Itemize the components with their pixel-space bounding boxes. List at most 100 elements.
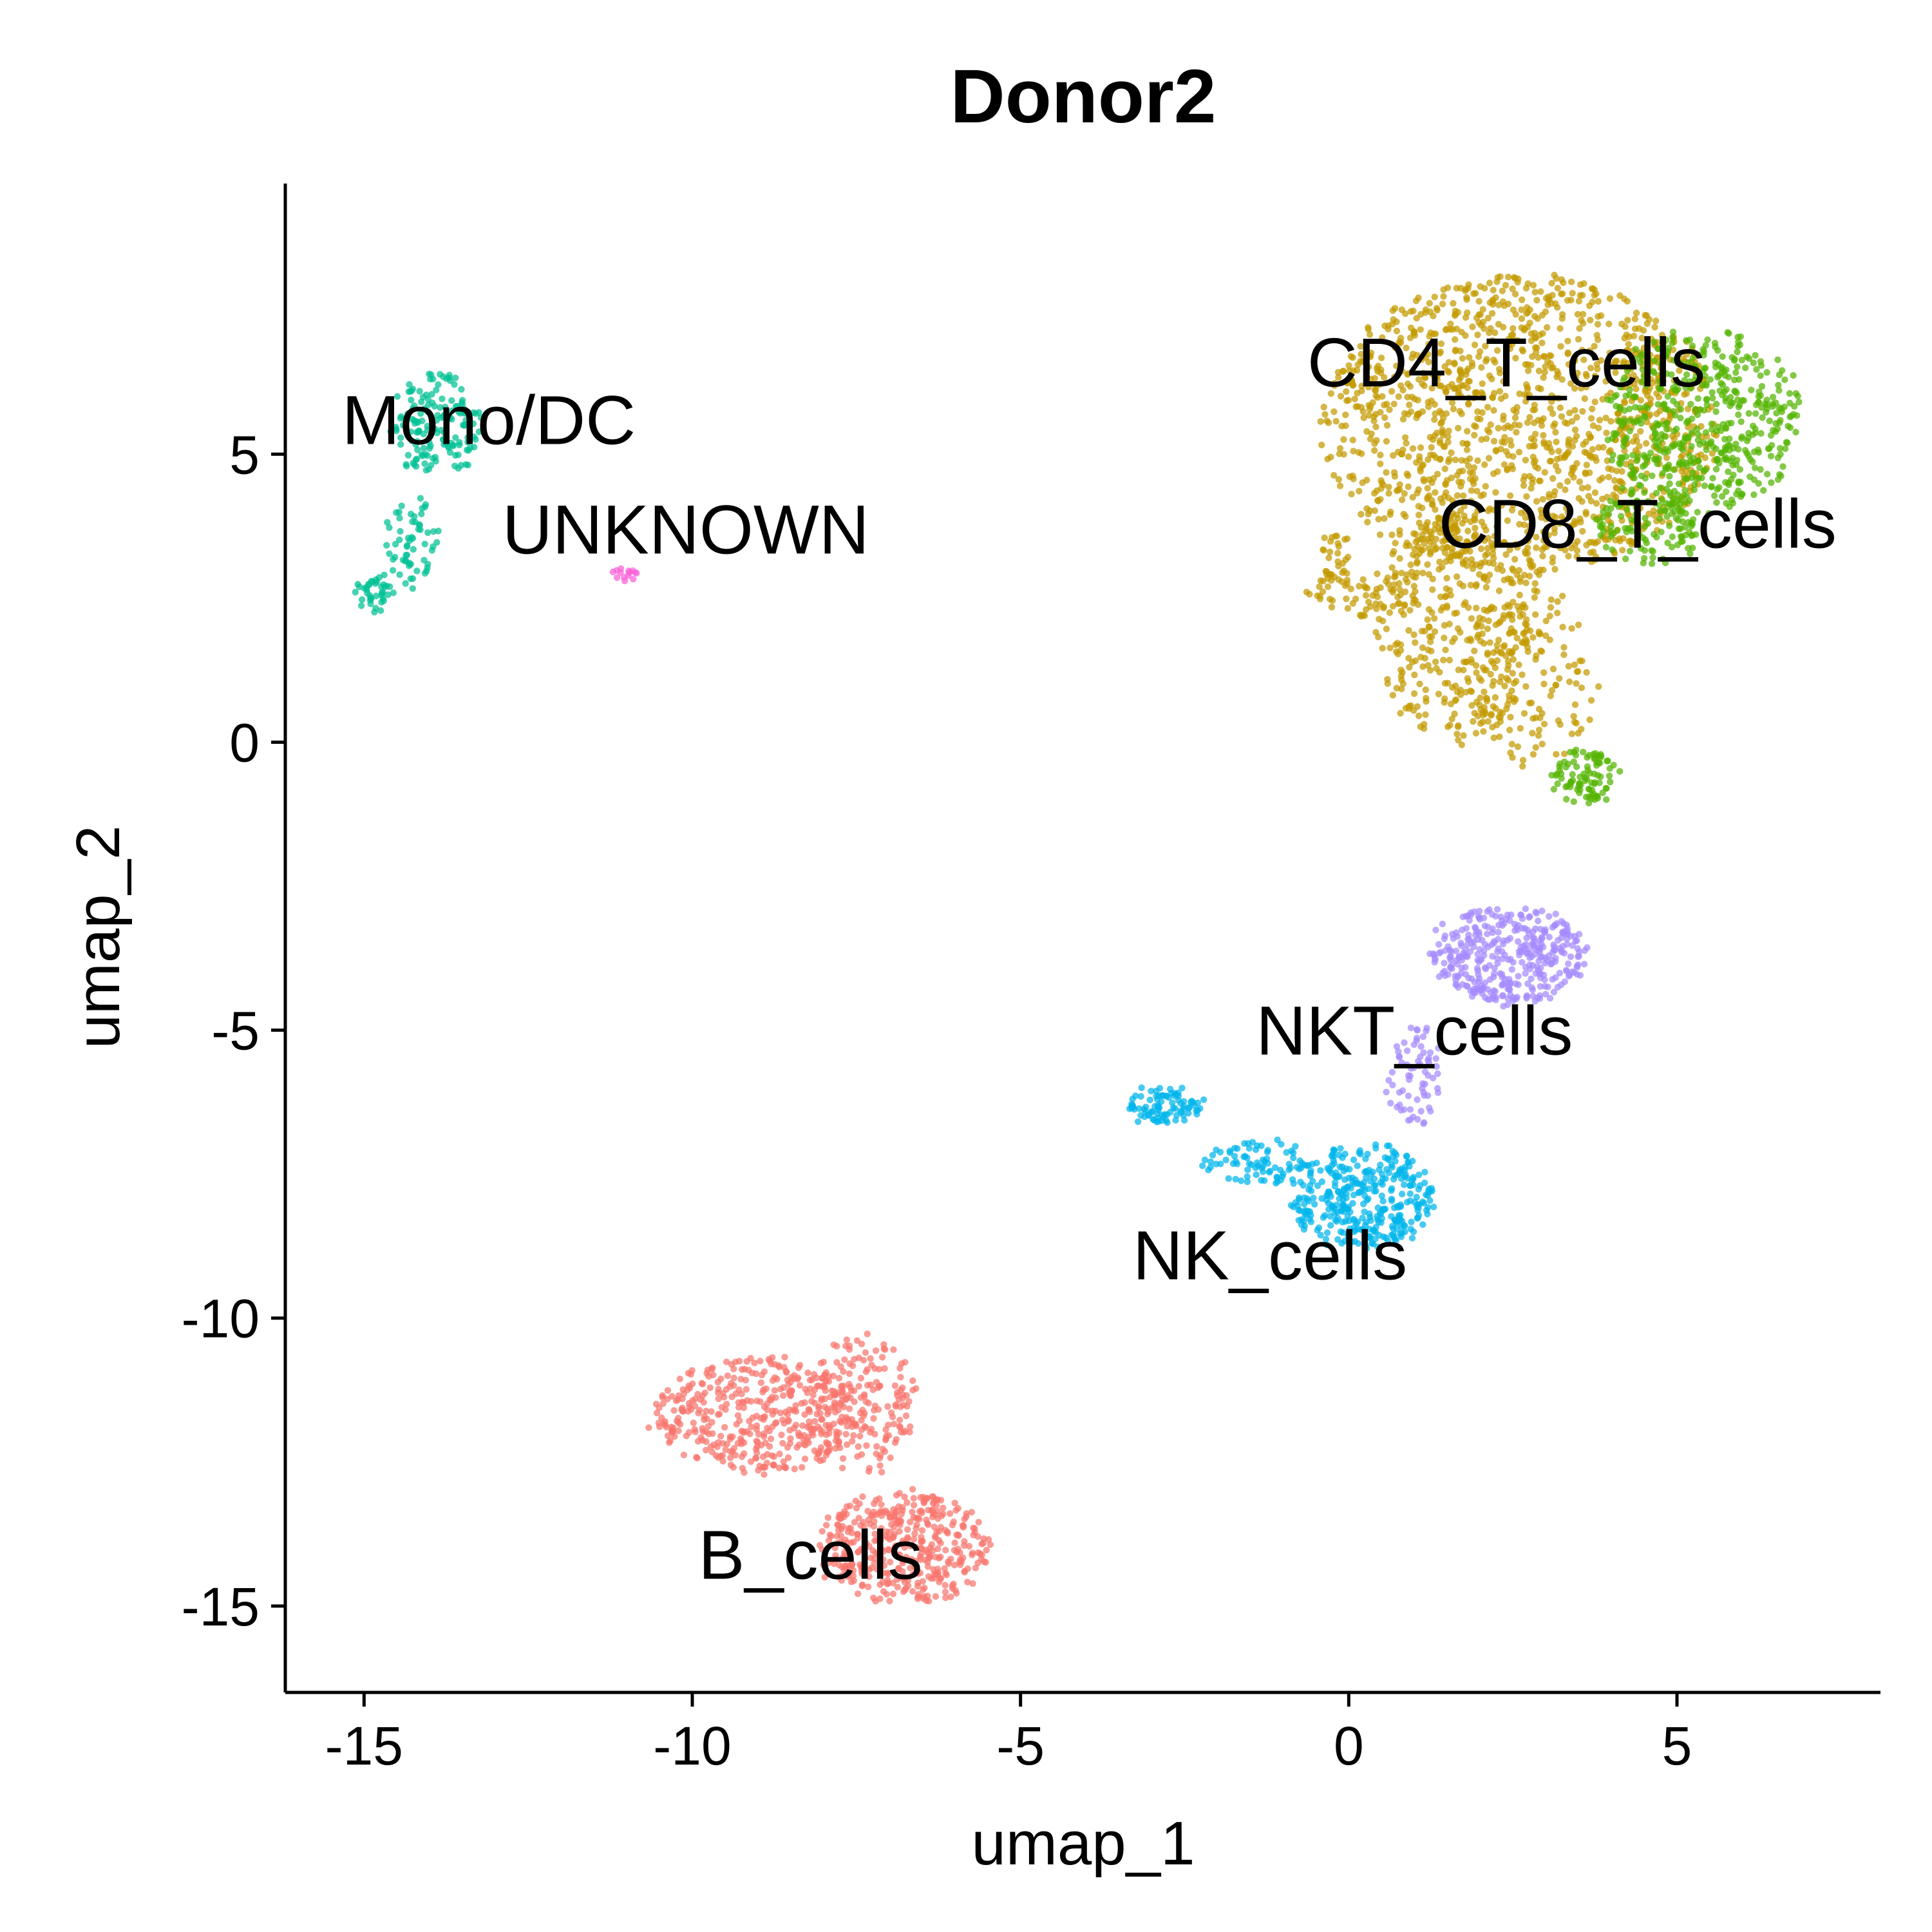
- data-point: [795, 1364, 802, 1371]
- data-point: [1453, 609, 1461, 616]
- data-point: [1457, 940, 1464, 947]
- data-point: [1616, 292, 1624, 299]
- data-point: [1533, 498, 1540, 505]
- data-point: [783, 1368, 790, 1376]
- data-point: [1475, 971, 1482, 978]
- data-point: [1573, 937, 1580, 944]
- data-point: [632, 569, 639, 576]
- data-point: [855, 1383, 862, 1390]
- data-point: [1602, 784, 1609, 792]
- data-point: [402, 461, 410, 468]
- data-point: [961, 1567, 969, 1575]
- data-point: [1456, 408, 1463, 415]
- data-point: [823, 1439, 830, 1446]
- data-point: [1591, 556, 1598, 564]
- data-point: [668, 1393, 676, 1400]
- data-point: [847, 1383, 854, 1390]
- data-point: [1473, 314, 1481, 321]
- data-point: [1403, 345, 1410, 352]
- data-point: [621, 577, 629, 585]
- data-point: [760, 1463, 768, 1471]
- data-point: [1575, 495, 1582, 502]
- data-point: [1399, 1087, 1406, 1094]
- data-point: [1580, 356, 1587, 363]
- data-point: [428, 547, 436, 554]
- data-point: [1569, 771, 1576, 778]
- data-point: [1745, 430, 1752, 437]
- data-point: [1407, 1226, 1414, 1233]
- data-point: [1583, 461, 1590, 469]
- data-point: [748, 1369, 756, 1377]
- data-point: [1298, 1164, 1305, 1171]
- data-point: [1398, 676, 1405, 683]
- data-point: [1222, 1157, 1229, 1164]
- data-point: [1520, 482, 1528, 489]
- data-point: [670, 1407, 677, 1414]
- data-point: [899, 1384, 906, 1392]
- data-point: [1542, 294, 1550, 302]
- data-point: [1747, 456, 1754, 463]
- data-point: [1492, 489, 1499, 496]
- data-point: [1365, 326, 1372, 333]
- data-point: [1307, 1170, 1314, 1177]
- data-point: [1458, 965, 1465, 972]
- data-point: [1551, 420, 1558, 428]
- data-point: [1450, 935, 1457, 942]
- data-point: [1334, 1209, 1341, 1216]
- data-point: [1462, 599, 1469, 606]
- data-point: [1586, 347, 1593, 354]
- data-point: [858, 1417, 865, 1424]
- data-point: [1598, 495, 1606, 502]
- data-point: [421, 556, 428, 564]
- data-point: [1436, 558, 1443, 565]
- data-point: [1571, 385, 1578, 392]
- data-point: [1409, 445, 1417, 452]
- data-point: [1578, 484, 1586, 492]
- data-point: [1544, 983, 1551, 990]
- data-point: [1347, 353, 1355, 360]
- data-point: [1323, 417, 1331, 424]
- data-point: [1397, 607, 1405, 615]
- data-point: [368, 578, 375, 585]
- data-point: [1504, 911, 1511, 918]
- data-point: [895, 1396, 903, 1403]
- data-point: [865, 1468, 873, 1475]
- data-point: [790, 1406, 797, 1414]
- data-point: [1463, 538, 1470, 545]
- data-point: [1630, 372, 1637, 379]
- data-point: [1564, 420, 1571, 427]
- data-point: [1626, 428, 1634, 435]
- data-point: [1338, 422, 1345, 430]
- data-point: [1414, 703, 1421, 710]
- data-point: [821, 1403, 829, 1411]
- data-point: [1569, 358, 1577, 365]
- data-point: [1735, 411, 1742, 419]
- data-point: [1383, 469, 1390, 476]
- data-point: [1199, 1162, 1206, 1170]
- data-point: [1554, 780, 1561, 788]
- data-point: [1738, 435, 1745, 442]
- data-point: [1586, 752, 1593, 759]
- data-point: [846, 1346, 853, 1353]
- data-point: [1519, 757, 1527, 764]
- data-point: [1566, 410, 1573, 417]
- data-point: [1459, 468, 1466, 475]
- data-point: [1319, 588, 1327, 595]
- data-point: [1410, 330, 1417, 337]
- data-point: [1549, 665, 1557, 673]
- data-point: [843, 1414, 850, 1421]
- data-point: [1452, 682, 1459, 690]
- data-point: [1619, 422, 1626, 430]
- data-point: [1435, 690, 1443, 697]
- data-point: [1326, 596, 1334, 603]
- data-point: [1493, 657, 1501, 664]
- data-point: [1467, 687, 1474, 694]
- data-point: [1564, 337, 1571, 345]
- data-point: [1605, 772, 1613, 780]
- data-point: [1564, 478, 1571, 485]
- data-point: [1327, 453, 1334, 460]
- data-point: [1169, 1099, 1176, 1106]
- data-point: [1530, 442, 1537, 450]
- data-point: [1452, 347, 1459, 355]
- data-point: [1367, 435, 1374, 442]
